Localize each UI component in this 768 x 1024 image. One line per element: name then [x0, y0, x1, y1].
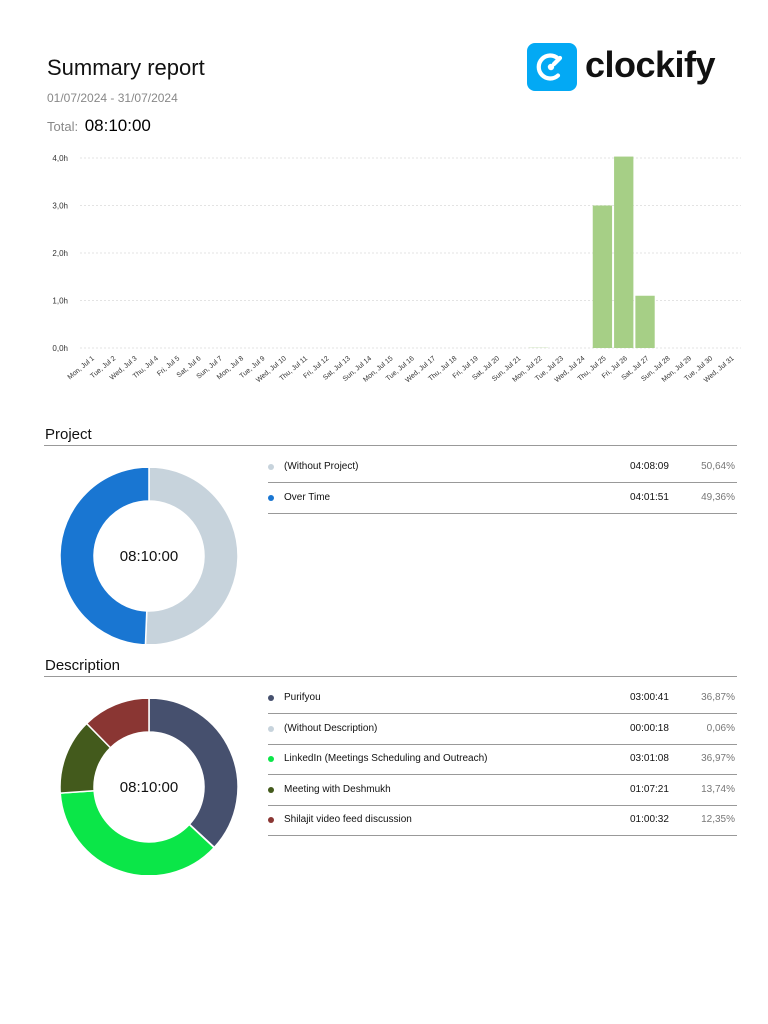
- y-tick-label: 2,0h: [52, 249, 68, 258]
- bar[interactable]: [635, 295, 655, 348]
- legend-name: (Without Description): [284, 722, 378, 734]
- legend-color-dot: [268, 494, 274, 501]
- total-value: 08:10:00: [84, 116, 151, 135]
- description-donut-chart: 08:10:00: [59, 699, 239, 875]
- donut-slice[interactable]: [59, 468, 150, 644]
- description-section-title: Description: [45, 657, 121, 674]
- legend-row: Over Time 04:01:51 49,36%: [268, 483, 737, 514]
- legend-row: Shilajit video feed discussion 01:00:32 12…: [268, 805, 737, 836]
- project-donut-chart: 08:10:00: [59, 468, 239, 644]
- clockify-logo-icon: [527, 43, 577, 91]
- legend-percent: 36,97%: [701, 753, 735, 764]
- date-range: 01/07/2024 - 31/07/2024: [47, 91, 178, 105]
- legend-name: LinkedIn (Meetings Scheduling and Outrea…: [284, 753, 488, 764]
- project-section-title: Project: [45, 426, 92, 443]
- legend-percent: 13,74%: [701, 783, 735, 795]
- legend-color-dot: [268, 756, 274, 762]
- legend-color-dot: [268, 786, 274, 793]
- clockify-logo: clockify: [527, 43, 727, 91]
- legend-name: Meeting with Deshmukh: [284, 783, 391, 795]
- description-section-divider: [44, 676, 737, 677]
- legend-name: Purifyou: [284, 692, 321, 703]
- y-tick-label: 0,0h: [52, 344, 68, 353]
- legend-name: (Without Project): [284, 461, 359, 472]
- donut-slice[interactable]: [144, 468, 239, 644]
- legend-row: (Without Description) 00:00:18 0,06%: [268, 714, 737, 745]
- bar[interactable]: [614, 156, 634, 348]
- legend-duration: 01:00:32: [630, 814, 669, 825]
- clockify-logo-text: clockify: [585, 44, 716, 85]
- legend-name: Shilajit video feed discussion: [284, 814, 412, 825]
- report-title: Summary report: [47, 55, 205, 80]
- legend-percent: 49,36%: [701, 491, 735, 503]
- bar[interactable]: [592, 205, 613, 349]
- y-tick-label: 3,0h: [52, 202, 68, 211]
- legend-name: Over Time: [284, 491, 331, 503]
- legend-color-dot: [268, 725, 274, 732]
- legend-color-dot: [268, 464, 274, 470]
- donut-slice[interactable]: [148, 699, 239, 849]
- donut-center-total: 08:10:00: [120, 779, 178, 796]
- legend-duration: 01:07:21: [630, 783, 669, 795]
- legend-percent: 12,35%: [701, 814, 735, 825]
- project-section-divider: [44, 445, 737, 446]
- y-tick-label: 4,0h: [52, 154, 68, 163]
- legend-duration: 00:00:18: [630, 722, 669, 734]
- donut-slice[interactable]: [85, 699, 150, 749]
- legend-row: (Without Project) 04:08:09 50,64%: [268, 452, 737, 483]
- legend-color-dot: [268, 817, 274, 823]
- legend-duration: 03:00:41: [630, 692, 669, 703]
- legend-row: LinkedIn (Meetings Scheduling and Outrea…: [268, 744, 737, 775]
- legend-percent: 0,06%: [706, 722, 735, 734]
- legend-duration: 03:01:08: [630, 753, 669, 764]
- legend-percent: 36,87%: [701, 692, 735, 703]
- donut-center-total: 08:10:00: [120, 548, 178, 565]
- legend-row: Purifyou 03:00:41 36,87%: [268, 683, 737, 714]
- legend-row: Meeting with Deshmukh 01:07:21 13,74%: [268, 775, 737, 806]
- legend-duration: 04:01:51: [630, 491, 669, 503]
- legend-duration: 04:08:09: [630, 461, 669, 472]
- legend-percent: 50,64%: [701, 461, 735, 472]
- legend-color-dot: [268, 695, 274, 701]
- donut-slice[interactable]: [59, 789, 216, 875]
- total-label: Total:: [47, 119, 79, 134]
- y-tick-label: 1,0h: [52, 297, 68, 306]
- total-summary: Total: 08:10:00: [47, 116, 151, 136]
